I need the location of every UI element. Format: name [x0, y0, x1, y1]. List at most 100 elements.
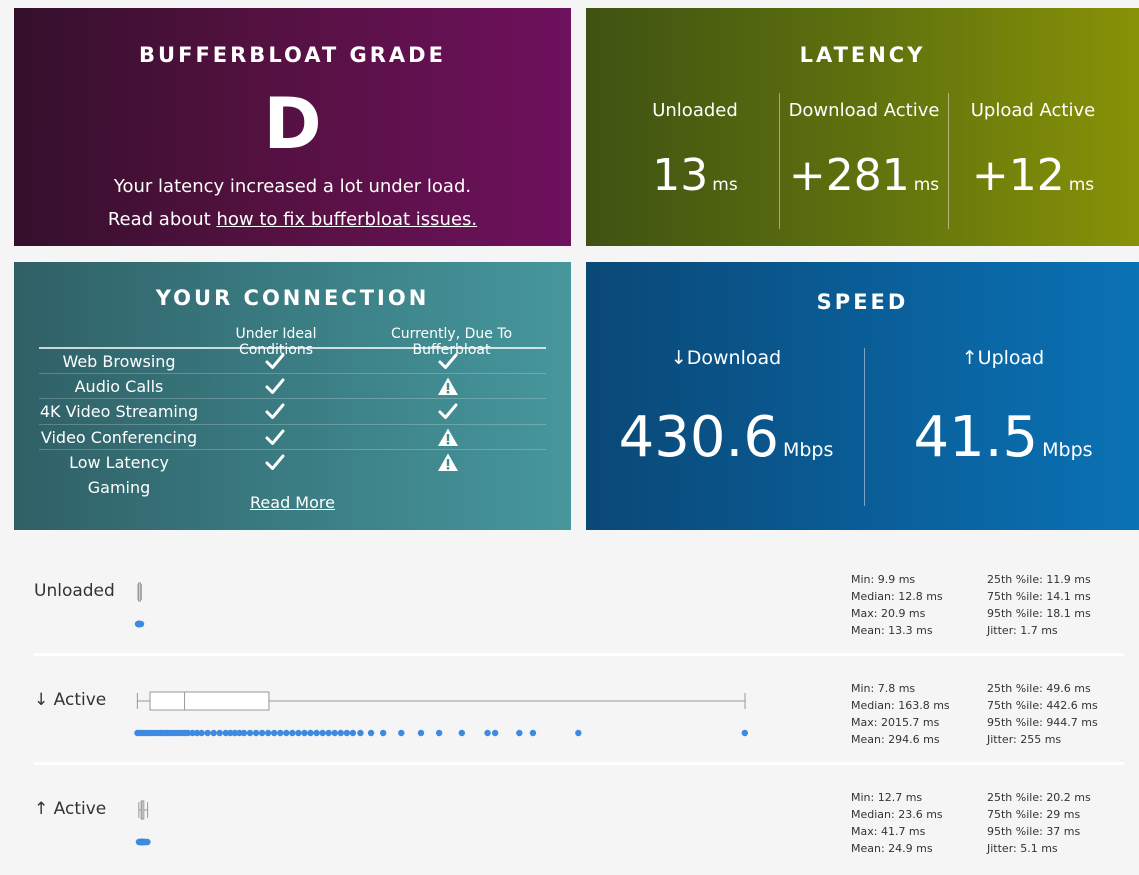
stat-median: Median: 23.6 ms	[851, 808, 943, 821]
latency-sample-point	[193, 729, 201, 737]
latency-sample-point	[313, 729, 320, 737]
stat-min: Min: 7.8 ms	[851, 682, 916, 695]
latency-sample-point	[529, 729, 537, 737]
speed-upload: ↑Upload 41.5 Mbps	[865, 347, 1139, 470]
latency-sample-point	[741, 729, 748, 737]
latency-download-unit: ms	[913, 175, 940, 195]
stat-p25: 25th %ile: 49.6 ms	[987, 682, 1091, 695]
connection-row-name: 4K Video Streaming	[39, 402, 199, 422]
stat-p75: 75th %ile: 14.1 ms	[987, 590, 1091, 603]
check-icon	[264, 351, 286, 371]
latency-card: LATENCY Unloaded 13 ms Download Active +2…	[586, 8, 1139, 246]
latency-distribution-row: ↑ Active Min: 12.7 ms Median: 23.6 ms Max: …	[0, 766, 1139, 874]
stat-p95: 95th %ile: 37 ms	[987, 825, 1081, 838]
stat-median: Median: 163.8 ms	[851, 699, 950, 712]
bufferbloat-grade-card: BUFFERBLOAT GRADE D Your latency increas…	[14, 8, 571, 246]
warning-icon	[437, 427, 459, 447]
current-bufferbloat-header: Currently, Due To Bufferbloat	[390, 326, 513, 358]
latency-sample-point	[246, 729, 254, 737]
grade-title: BUFFERBLOAT GRADE	[139, 43, 446, 67]
latency-sample-point	[367, 729, 375, 737]
stat-p25: 25th %ile: 11.9 ms	[987, 573, 1091, 586]
latency-sample-point	[301, 729, 308, 737]
connection-card: YOUR CONNECTION Under Ideal Conditions C…	[14, 262, 571, 530]
grade-letter: D	[263, 83, 322, 165]
connection-row: Video Conferencing	[39, 425, 546, 450]
latency-sample-point	[307, 729, 314, 737]
speed-divider	[864, 348, 865, 506]
latency-sample-point	[295, 729, 302, 737]
latency-sample-point	[210, 729, 217, 737]
stat-p95: 95th %ile: 944.7 ms	[987, 716, 1098, 729]
fix-bufferbloat-link[interactable]: how to fix bufferbloat issues.	[216, 209, 478, 230]
connection-table-rule	[39, 347, 546, 349]
stat-median: Median: 12.8 ms	[851, 590, 943, 603]
latency-upload-active: Upload Active +12 ms	[948, 92, 1118, 232]
latency-sample-point	[337, 729, 344, 737]
stat-jitter: Jitter: 255 ms	[987, 733, 1062, 746]
latency-sample-point	[189, 729, 196, 737]
stat-max: Max: 41.7 ms	[851, 825, 926, 838]
latency-sample-point	[271, 729, 278, 737]
stat-p75: 75th %ile: 442.6 ms	[987, 699, 1098, 712]
download-label: ↓Download	[670, 347, 782, 369]
upload-label: ↑Upload	[961, 347, 1045, 369]
read-more-link[interactable]: Read More	[250, 493, 335, 512]
grade-link-prefix: Read about	[107, 209, 217, 230]
connection-row-name: Audio Calls	[74, 377, 164, 397]
check-icon	[264, 401, 286, 421]
upload-value: 41.5	[913, 405, 1039, 470]
connection-row-name: Video Conferencing	[40, 427, 198, 447]
latency-sample-point	[227, 729, 234, 737]
latency-sample-point	[331, 729, 338, 737]
ideal-conditions-header: Under Ideal Conditions	[235, 326, 317, 358]
stat-p95: 95th %ile: 18.1 ms	[987, 607, 1091, 620]
latency-sample-point	[349, 729, 357, 737]
latency-sample-point	[258, 729, 266, 737]
stat-min: Min: 12.7 ms	[851, 791, 923, 804]
connection-row-name: Web Browsing	[62, 352, 176, 371]
check-icon	[437, 351, 459, 371]
speed-download: ↓Download 430.6 Mbps	[588, 347, 864, 470]
latency-unloaded-label: Unloaded	[652, 100, 738, 121]
connection-row-name: Low Latency Gaming	[69, 452, 169, 497]
latency-distribution-row: ↓ Active Min: 7.8 ms Median: 163.8 ms Max: …	[0, 657, 1139, 765]
warning-icon	[437, 452, 459, 472]
latency-download-active: Download Active +281 ms	[779, 92, 949, 232]
latency-unloaded-unit: ms	[712, 175, 738, 195]
box-plot	[135, 800, 151, 846]
connection-row: Web Browsing	[39, 349, 546, 375]
stat-p75: 75th %ile: 29 ms	[987, 808, 1081, 821]
latency-download-label: Download Active	[788, 100, 940, 121]
latency-sample-point	[435, 729, 443, 737]
latency-sample-point	[204, 729, 211, 737]
latency-sample-point	[516, 729, 523, 737]
box-plot	[134, 582, 145, 628]
distribution-label: ↑ Active	[34, 799, 107, 819]
latency-sample-point	[283, 729, 290, 737]
latency-sample-point	[240, 729, 248, 737]
read-more-line: Read More	[14, 493, 571, 512]
stat-mean: Mean: 294.6 ms	[851, 733, 940, 746]
latency-unloaded-value: 13	[652, 150, 709, 201]
warning-icon	[437, 376, 459, 396]
connection-table: Web Browsing Audio Calls 4K Video Streamin…	[39, 347, 546, 497]
latency-sample-point	[137, 620, 145, 628]
latency-sample-point	[484, 729, 491, 737]
latency-sample-point	[264, 729, 272, 737]
iqr-box	[149, 691, 270, 711]
latency-sample-point	[216, 729, 223, 737]
stat-max: Max: 2015.7 ms	[851, 716, 940, 729]
stat-jitter: Jitter: 1.7 ms	[987, 624, 1058, 637]
check-icon	[264, 452, 286, 472]
latency-upload-label: Upload Active	[970, 100, 1096, 121]
connection-row: Audio Calls	[39, 374, 546, 400]
latency-sample-point	[252, 729, 260, 737]
latency-sample-point	[319, 729, 326, 737]
distribution-label: ↓ Active	[34, 690, 107, 710]
download-value: 430.6	[618, 405, 779, 470]
row-separator	[34, 762, 1124, 765]
stat-max: Max: 20.9 ms	[851, 607, 926, 620]
latency-divider	[779, 93, 780, 229]
row-separator	[34, 653, 1124, 656]
